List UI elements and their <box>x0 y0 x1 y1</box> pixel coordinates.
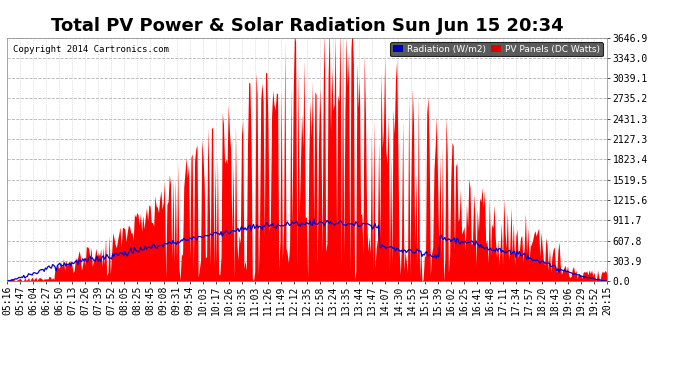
Title: Total PV Power & Solar Radiation Sun Jun 15 20:34: Total PV Power & Solar Radiation Sun Jun… <box>51 16 563 34</box>
Text: Copyright 2014 Cartronics.com: Copyright 2014 Cartronics.com <box>13 45 169 54</box>
Legend: Radiation (W/m2), PV Panels (DC Watts): Radiation (W/m2), PV Panels (DC Watts) <box>390 42 602 56</box>
